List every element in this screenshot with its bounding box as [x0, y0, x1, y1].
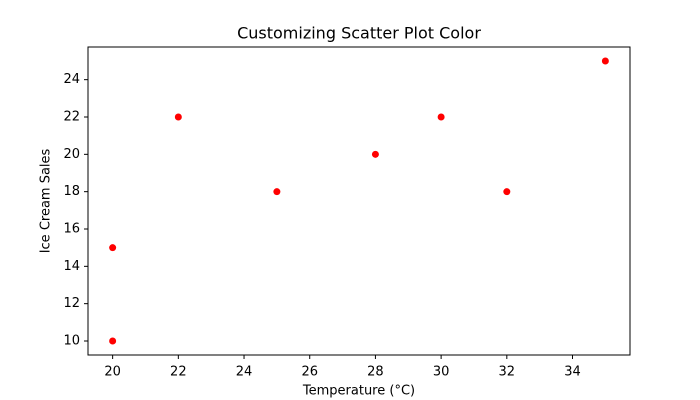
- y-axis-label: Ice Cream Sales: [39, 148, 54, 253]
- y-tick-label: 14: [63, 259, 80, 274]
- x-tick-label: 26: [301, 365, 318, 380]
- point: [371, 150, 379, 158]
- x-axis-label: Temperature (°C): [302, 384, 415, 399]
- y-tick-label: 24: [63, 72, 80, 87]
- plot-frame: [87, 46, 631, 356]
- x-tick-label: 32: [499, 365, 516, 380]
- y-tick-label: 12: [63, 296, 80, 311]
- point: [273, 188, 281, 196]
- x-tick-label: 22: [170, 365, 187, 380]
- point: [109, 337, 117, 345]
- chart-title: Customizing Scatter Plot Color: [237, 24, 481, 43]
- point: [437, 113, 445, 121]
- y-tick-label: 22: [63, 110, 80, 125]
- y-tick-label: 20: [63, 147, 80, 162]
- x-tick-label: 30: [433, 365, 450, 380]
- point: [174, 113, 182, 121]
- point: [601, 57, 609, 65]
- point: [109, 244, 117, 252]
- y-tick-label: 18: [63, 184, 80, 199]
- point: [503, 188, 511, 196]
- x-tick-label: 28: [367, 365, 384, 380]
- y-tick-label: 16: [63, 222, 80, 237]
- x-tick-label: 34: [564, 365, 581, 380]
- x-tick-label: 24: [236, 365, 253, 380]
- x-tick-label: 20: [104, 365, 121, 380]
- y-tick-label: 10: [63, 334, 80, 349]
